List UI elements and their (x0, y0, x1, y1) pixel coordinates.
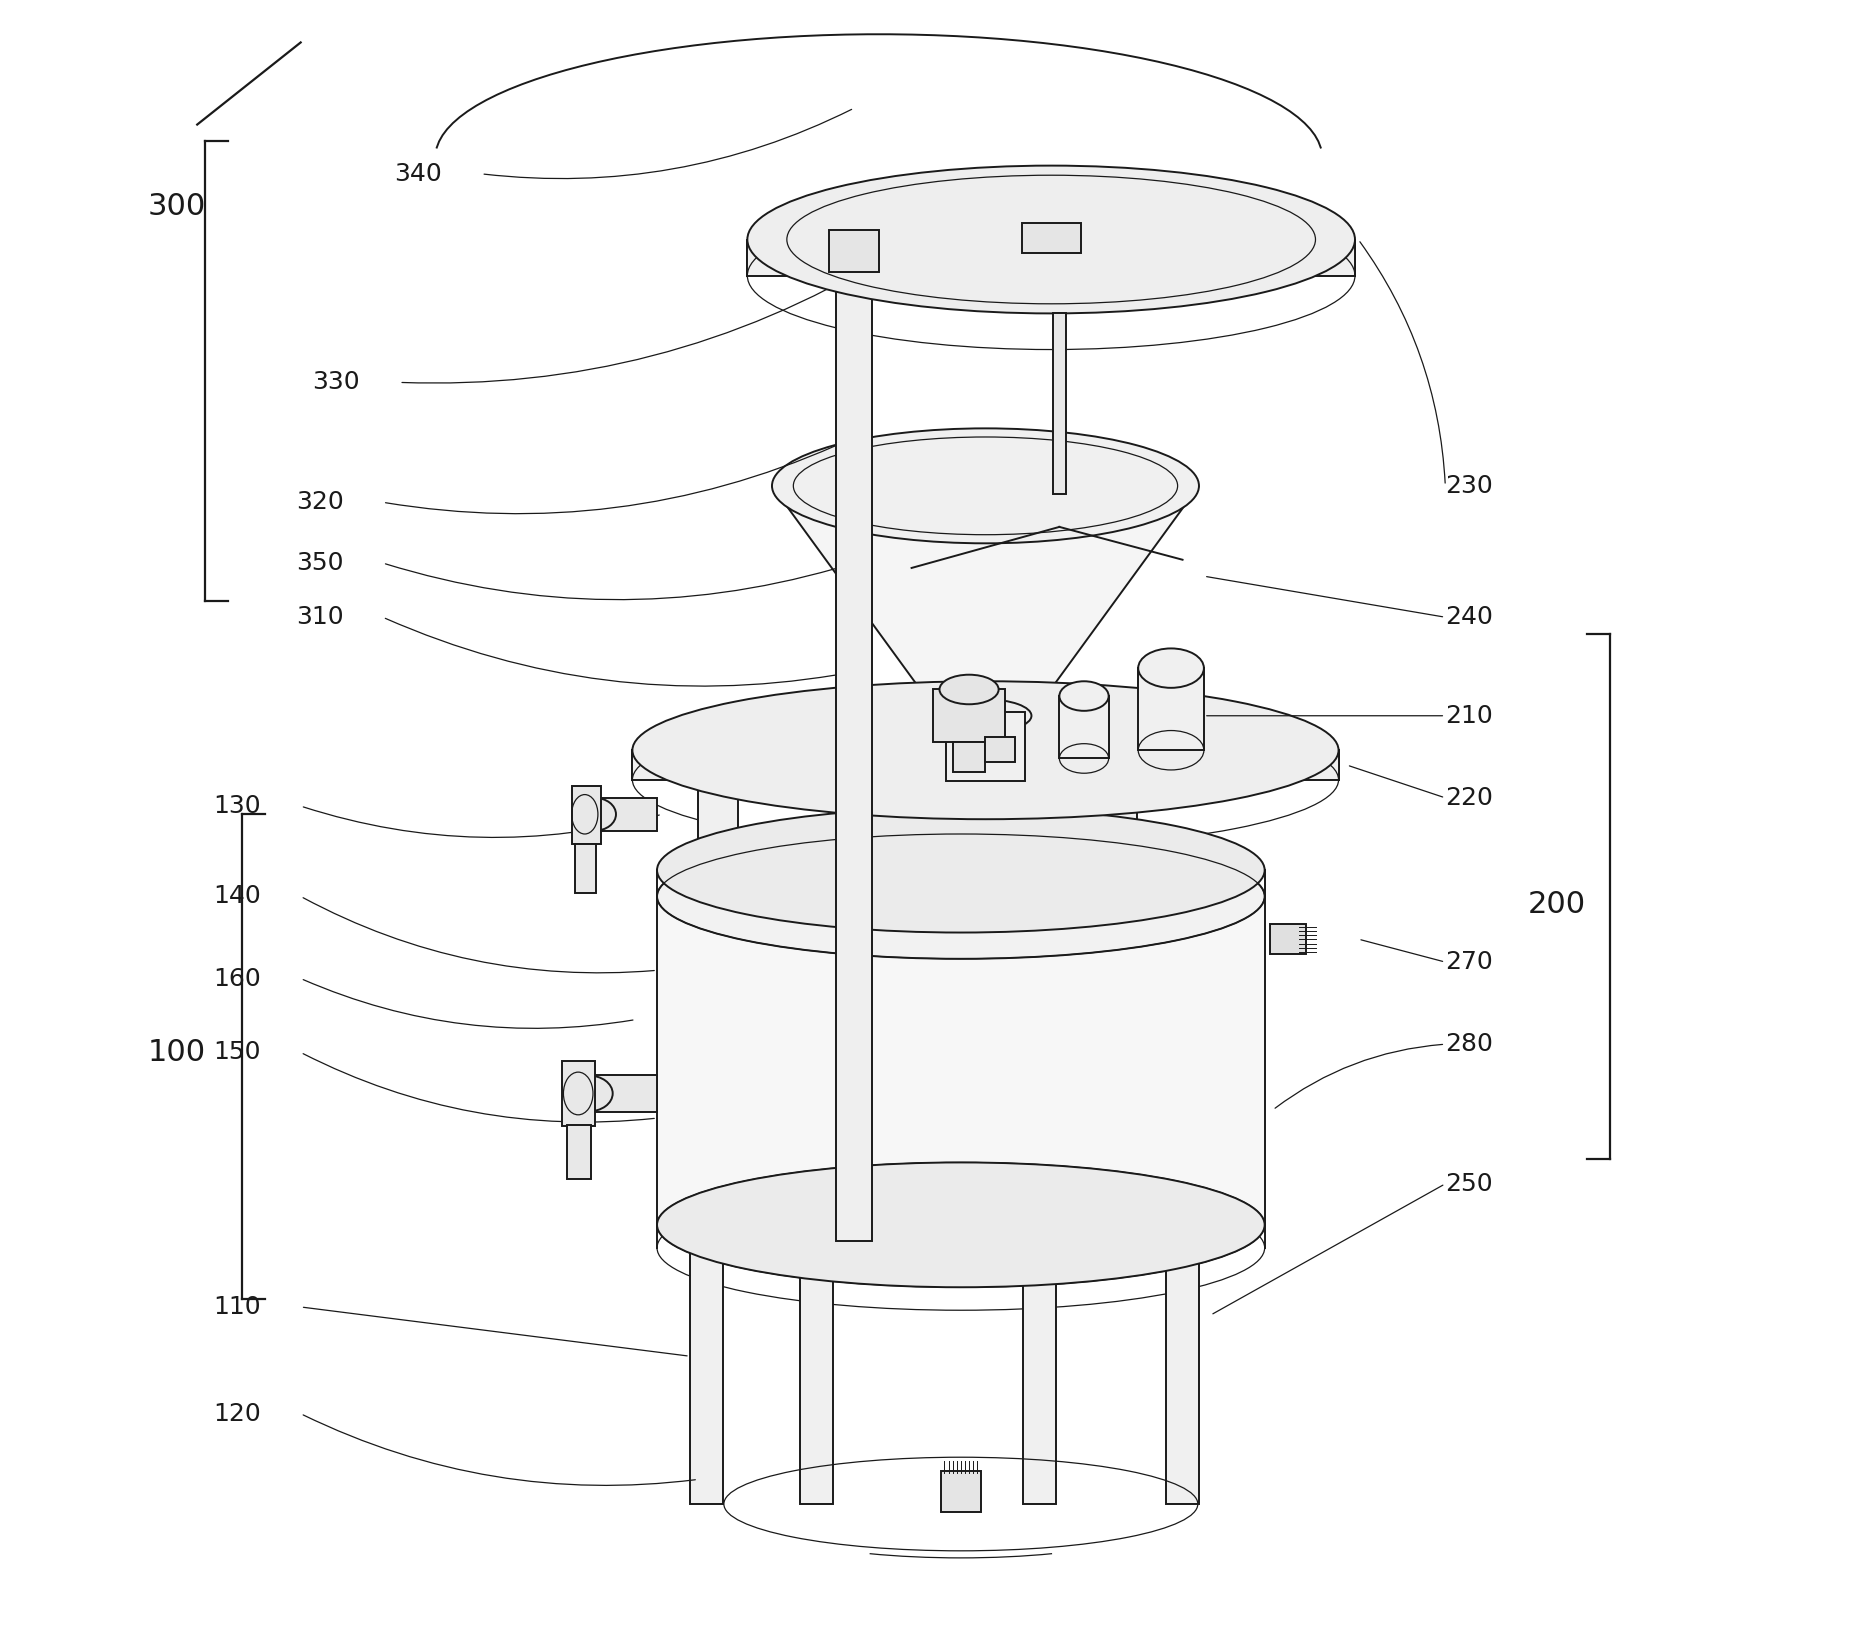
Ellipse shape (633, 681, 1337, 819)
Text: 300: 300 (148, 192, 206, 220)
Text: 110: 110 (213, 1295, 262, 1319)
Bar (633, 750, 1337, 780)
Bar (1022, 1242, 1055, 1504)
Bar (566, 1125, 592, 1179)
Text: 230: 230 (1445, 474, 1491, 498)
Text: 310: 310 (295, 605, 343, 630)
Text: 320: 320 (295, 490, 343, 515)
Ellipse shape (939, 674, 998, 704)
Bar (1269, 924, 1306, 954)
Text: 150: 150 (213, 1040, 262, 1064)
Bar (562, 1061, 594, 1127)
Bar (907, 780, 948, 870)
Ellipse shape (1059, 681, 1107, 711)
Text: 120: 120 (213, 1402, 262, 1426)
Bar (829, 230, 877, 273)
Bar (1052, 314, 1065, 494)
Bar (946, 712, 1024, 781)
Polygon shape (772, 485, 1198, 716)
Ellipse shape (657, 834, 1263, 959)
Bar (933, 689, 1005, 742)
Bar (952, 742, 985, 772)
Ellipse shape (772, 428, 1198, 543)
Bar (1137, 668, 1204, 750)
Bar (1165, 1242, 1198, 1504)
Text: 200: 200 (1527, 890, 1584, 920)
Bar (1020, 224, 1080, 253)
Text: 330: 330 (312, 370, 360, 395)
Text: 270: 270 (1445, 951, 1491, 974)
Ellipse shape (657, 808, 1263, 933)
Bar (575, 844, 595, 893)
Text: 280: 280 (1445, 1031, 1493, 1056)
Bar (697, 780, 736, 870)
Ellipse shape (573, 798, 616, 831)
Bar (588, 1076, 657, 1112)
Ellipse shape (564, 1076, 612, 1112)
Text: 240: 240 (1445, 605, 1493, 630)
Bar (690, 1242, 722, 1504)
Bar (1096, 780, 1135, 870)
Bar (940, 1471, 979, 1512)
Bar (872, 237, 1178, 266)
Text: 210: 210 (1445, 704, 1491, 727)
Bar (1059, 696, 1107, 758)
Text: 250: 250 (1445, 1171, 1491, 1196)
Text: 340: 340 (393, 161, 441, 186)
Text: 100: 100 (148, 1038, 206, 1068)
Bar (800, 1242, 833, 1504)
Ellipse shape (657, 1163, 1263, 1288)
Bar (748, 240, 1354, 276)
Text: 220: 220 (1445, 786, 1493, 809)
Bar (985, 737, 1015, 762)
Bar (594, 798, 657, 831)
Text: 130: 130 (213, 795, 262, 818)
Text: 140: 140 (213, 885, 262, 908)
Bar (657, 897, 1263, 1226)
Text: 160: 160 (213, 967, 262, 990)
Text: 350: 350 (295, 551, 343, 576)
Bar (835, 207, 872, 1242)
Ellipse shape (748, 166, 1354, 314)
Ellipse shape (1137, 648, 1204, 688)
Bar (571, 786, 601, 844)
